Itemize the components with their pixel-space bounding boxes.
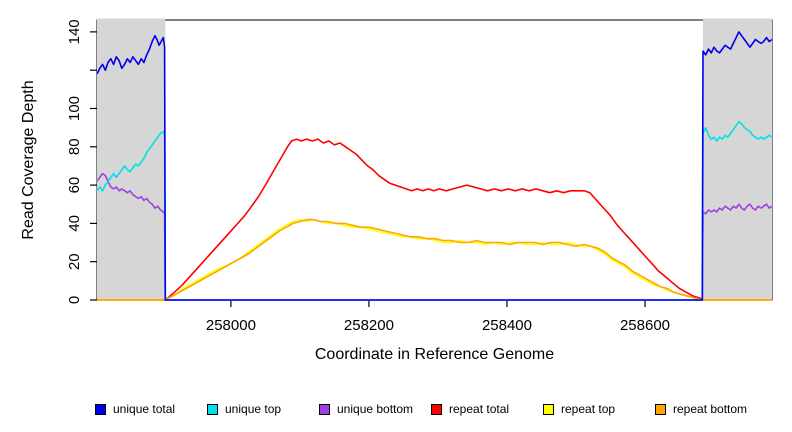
svg-text:40: 40 [66,215,83,232]
x-axis-title: Coordinate in Reference Genome [314,346,555,363]
legend-item-unique-total: unique total [95,399,175,419]
legend-label: unique top [225,402,282,416]
repeat-total-swatch-icon [431,403,442,415]
repeat-top-swatch-icon [543,403,554,415]
legend-item-unique-bottom: unique bottom [319,399,413,419]
y-axis-title: Read Coverage Depth [20,80,37,240]
svg-text:258400: 258400 [482,317,532,334]
svg-text:258000: 258000 [206,317,256,334]
legend-item-repeat-bottom: repeat bottom [655,399,747,419]
repeat-bottom-swatch-icon [655,403,666,415]
svg-text:0: 0 [66,296,83,304]
coverage-depth-chart: 0 20 40 60 80 100 140 258000 258200 258400 258600 [66,18,773,334]
svg-text:258200: 258200 [344,317,394,334]
legend-label: repeat bottom [673,402,748,416]
svg-text:100: 100 [66,96,83,121]
svg-text:140: 140 [66,19,83,44]
legend-label: unique total [113,402,176,416]
svg-text:80: 80 [66,138,83,155]
legend: unique total unique top unique bottom re… [0,399,792,423]
unique-total-swatch-icon [95,403,106,415]
unique-bottom-swatch-icon [319,403,330,415]
legend-item-repeat-top: repeat top [543,399,615,419]
legend-item-repeat-total: repeat total [431,399,509,419]
legend-label: repeat total [449,402,510,416]
legend-item-unique-top: unique top [207,399,281,419]
svg-text:20: 20 [66,253,83,270]
unique-top-swatch-icon [207,403,218,415]
legend-label: unique bottom [337,402,414,416]
legend-label: repeat top [561,402,616,416]
svg-text:60: 60 [66,177,83,194]
svg-text:258600: 258600 [620,317,670,334]
